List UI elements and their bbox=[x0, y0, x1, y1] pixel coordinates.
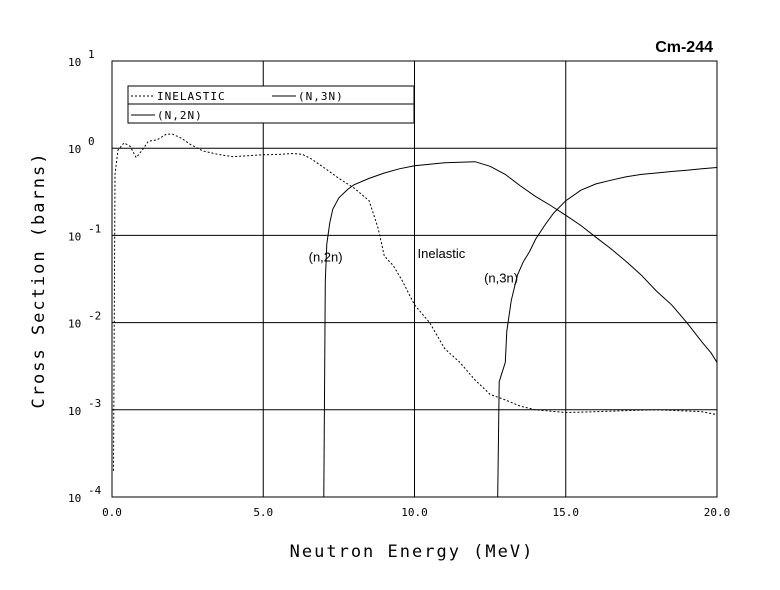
y-tick-label: 10 -1 bbox=[68, 222, 101, 243]
y-tick-label: 10 1 bbox=[68, 48, 95, 69]
x-tick-labels: 0.0 5.0 10.0 15.0 20.0 bbox=[102, 506, 730, 519]
x-tick-label: 15.0 bbox=[553, 506, 580, 519]
series-layer bbox=[113, 133, 718, 498]
y-tick-exponent: 0 bbox=[88, 135, 95, 148]
y-tick-base: 10 bbox=[68, 405, 81, 418]
curve-annotation: (n,2n) bbox=[309, 250, 343, 265]
x-axis-label: Neutron Energy (MeV) bbox=[290, 542, 535, 562]
y-tick-label: 10 -4 bbox=[68, 484, 102, 505]
y-tick-base: 10 bbox=[68, 318, 81, 331]
legend-label: (N,3N) bbox=[298, 90, 344, 103]
grid-layer bbox=[112, 61, 717, 497]
chart-title: Cm-244 bbox=[655, 39, 713, 56]
series-line bbox=[323, 161, 718, 498]
y-tick-base: 10 bbox=[68, 230, 81, 243]
y-tick-label: 10 0 bbox=[68, 135, 95, 156]
curve-annotation: (n,3n) bbox=[484, 270, 518, 285]
y-tick-exponent: -3 bbox=[88, 397, 101, 410]
y-tick-labels: 10 1 10 0 10 -1 10 -2 10 -3 10 -4 bbox=[68, 48, 102, 505]
series-line bbox=[113, 133, 718, 471]
plot-frame bbox=[111, 60, 718, 498]
curve-annotation: Inelastic bbox=[418, 246, 466, 261]
y-axis-label: Cross Section (barns) bbox=[29, 152, 49, 409]
y-tick-base: 10 bbox=[68, 492, 81, 505]
y-tick-exponent: 1 bbox=[88, 48, 95, 61]
y-tick-label: 10 -2 bbox=[68, 310, 101, 331]
x-tick-label: 5.0 bbox=[253, 506, 273, 519]
x-tick-label: 20.0 bbox=[704, 506, 731, 519]
x-tick-label: 10.0 bbox=[401, 506, 428, 519]
y-tick-base: 10 bbox=[68, 56, 81, 69]
y-tick-exponent: -4 bbox=[88, 484, 102, 497]
legend-label: (N,2N) bbox=[157, 109, 203, 122]
y-tick-exponent: -1 bbox=[88, 222, 101, 235]
y-tick-label: 10 -3 bbox=[68, 397, 101, 418]
x-tick-label: 0.0 bbox=[102, 506, 122, 519]
legend-label: INELASTIC bbox=[157, 90, 226, 103]
y-tick-exponent: -2 bbox=[88, 310, 101, 323]
series-line bbox=[497, 167, 718, 498]
y-tick-base: 10 bbox=[68, 143, 81, 156]
legend: INELASTIC (N,3N) (N,2N) bbox=[127, 85, 415, 124]
annotations: Inelastic (n,2n) (n,3n) bbox=[309, 246, 518, 285]
